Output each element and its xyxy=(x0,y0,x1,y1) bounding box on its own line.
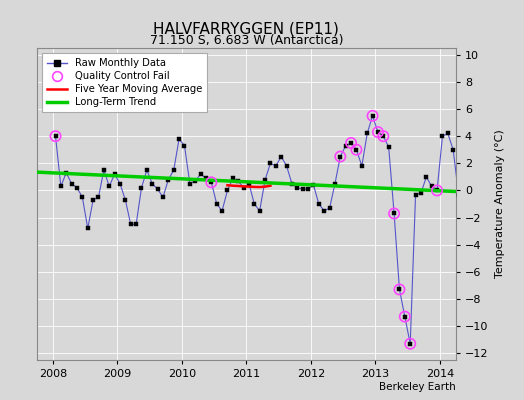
Y-axis label: Temperature Anomaly (°C): Temperature Anomaly (°C) xyxy=(495,130,505,278)
Point xyxy=(395,286,403,293)
Text: Berkeley Earth: Berkeley Earth xyxy=(379,382,456,392)
Legend: Raw Monthly Data, Quality Control Fail, Five Year Moving Average, Long-Term Tren: Raw Monthly Data, Quality Control Fail, … xyxy=(42,53,207,112)
Point xyxy=(406,340,414,347)
Point xyxy=(207,179,215,186)
Point xyxy=(379,133,388,139)
Point xyxy=(368,113,377,119)
Text: HALVFARRYGGEN (EP11): HALVFARRYGGEN (EP11) xyxy=(154,22,339,37)
Point xyxy=(51,133,60,139)
Point xyxy=(352,146,361,153)
Point xyxy=(374,129,382,135)
Point xyxy=(347,140,355,146)
Point xyxy=(433,187,441,194)
Point xyxy=(460,194,468,200)
Point xyxy=(401,313,409,320)
Point xyxy=(336,153,344,160)
Text: 71.150 S, 6.683 W (Antarctica): 71.150 S, 6.683 W (Antarctica) xyxy=(149,34,343,47)
Point xyxy=(390,210,398,217)
